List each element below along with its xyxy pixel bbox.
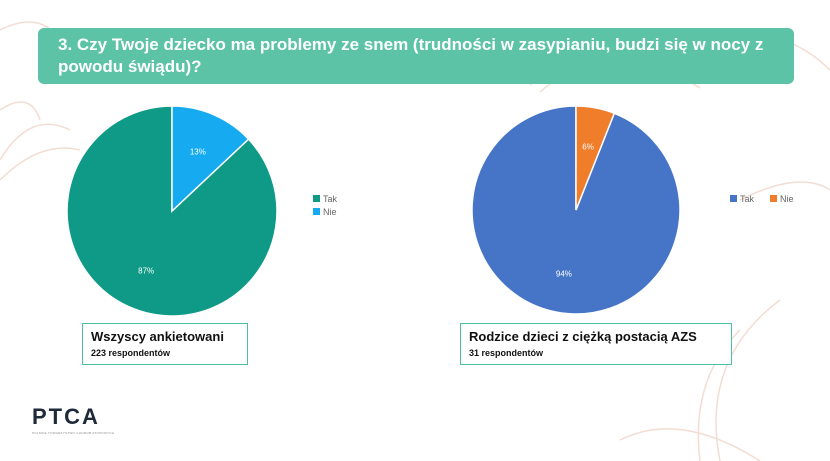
pie-chart-2: 94% 6% — [471, 105, 681, 315]
pie-data-label-nie: 6% — [582, 143, 594, 152]
ptca-logo: PTCA POLSKIE TOWARZYSTWO CHOROB ATOPOWYC… — [32, 404, 114, 435]
legend-1: Tak Nie — [313, 194, 338, 217]
legend-swatch-tak — [730, 195, 737, 202]
pie-slice-nie — [171, 105, 250, 213]
chart1-caption-box: Wszyscy ankietowani 223 respondentów — [82, 323, 248, 365]
pie-slice-nie — [575, 105, 616, 211]
legend-label-nie: Nie — [323, 207, 337, 217]
legend-swatch-nie — [313, 208, 320, 215]
chart2-caption-box: Rodzice dzieci z ciężką postacią AZS 31 … — [460, 323, 732, 365]
legend-swatch-nie — [770, 195, 777, 202]
pie-data-label-nie: 13% — [190, 147, 206, 156]
question-title-bar: 3. Czy Twoje dziecko ma problemy ze snem… — [38, 28, 794, 84]
pie-chart-1: 87% 13% — [66, 105, 278, 317]
legend-swatch-tak — [313, 195, 320, 202]
legend-label-tak: Tak — [323, 194, 338, 204]
legend-label-tak: Tak — [740, 194, 755, 204]
legend-2: Tak Nie — [730, 194, 794, 204]
chart2-caption-title: Rodzice dzieci z ciężką postacią AZS — [469, 329, 697, 344]
chart1-caption-title: Wszyscy ankietowani — [91, 329, 224, 344]
chart1-caption-subtitle: 223 respondentów — [91, 348, 171, 358]
question-title: 3. Czy Twoje dziecko ma problemy ze snem… — [58, 35, 764, 76]
logo-subtitle: POLSKIE TOWARZYSTWO CHOROB ATOPOWYCH — [32, 431, 115, 435]
pie-data-label-tak: 87% — [138, 267, 154, 276]
chart2-caption-subtitle: 31 respondentów — [469, 348, 544, 358]
logo-text: PTCA — [32, 404, 100, 429]
legend-label-nie: Nie — [780, 194, 794, 204]
pie-data-label-tak: 94% — [556, 269, 572, 278]
